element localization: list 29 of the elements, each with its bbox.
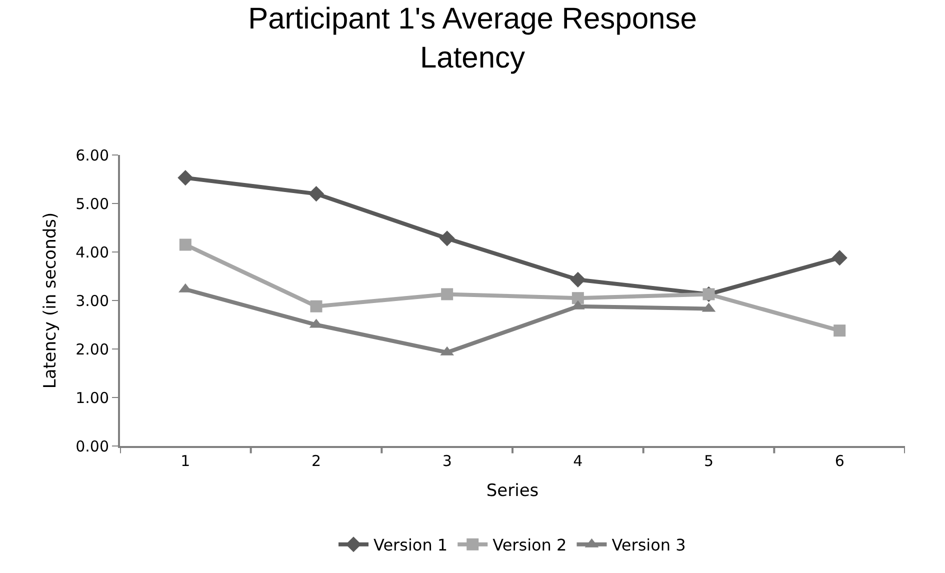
y-tick-label: 5.00 <box>76 194 109 213</box>
point <box>178 170 194 186</box>
point <box>834 324 846 337</box>
y-tick-label: 1.00 <box>76 388 109 407</box>
x-tick-label: 1 <box>180 452 190 470</box>
point <box>308 186 324 202</box>
legend-label: Version 1 <box>374 536 448 555</box>
point <box>570 272 586 288</box>
x-axis-title: Series <box>486 480 539 501</box>
legend-label: Version 3 <box>612 536 686 555</box>
point <box>439 230 455 246</box>
y-tick-label: 6.00 <box>76 146 109 164</box>
point <box>441 288 454 300</box>
point <box>832 250 848 266</box>
chart-title: Participant 1's Average Response Latency <box>248 2 697 75</box>
point <box>310 300 322 312</box>
x-tick-label: 5 <box>704 452 714 470</box>
y-tick-label: 4.00 <box>76 243 109 262</box>
point <box>179 238 192 251</box>
x-tick-label: 6 <box>834 452 844 470</box>
x-tick-label: 3 <box>442 452 452 470</box>
y-tick-label: 3.00 <box>76 292 109 310</box>
y-tick-label: 2.00 <box>76 340 109 358</box>
point <box>572 292 584 304</box>
legend-label: Version 2 <box>492 536 567 555</box>
y-tick-label: 0.00 <box>76 437 109 456</box>
y-axis-title: Latency (in seconds) <box>40 212 61 389</box>
x-tick-label: 4 <box>573 452 583 470</box>
x-tick-label: 2 <box>311 452 322 470</box>
